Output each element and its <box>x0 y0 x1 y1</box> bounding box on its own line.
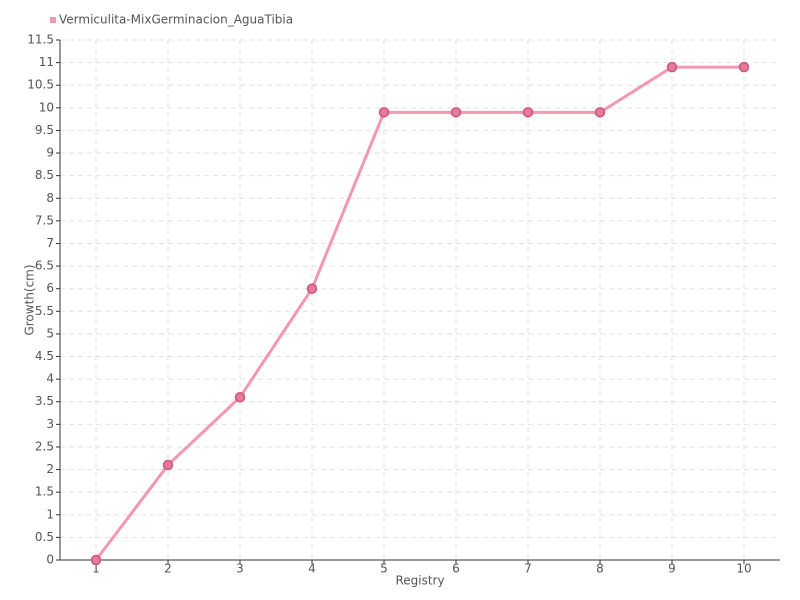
y-tick-label: 8 <box>46 191 54 205</box>
y-axis-label: Growth(cm) <box>23 264 37 335</box>
series-line <box>94 65 744 561</box>
y-tick-label: 4.5 <box>35 349 54 363</box>
x-tick-label: 1 <box>92 562 100 576</box>
data-point <box>666 61 678 73</box>
y-tick-label: 6 <box>46 281 54 295</box>
data-point <box>234 391 246 403</box>
data-point <box>90 554 102 566</box>
x-tick-label: 8 <box>596 562 604 576</box>
y-tick-label: 0 <box>46 553 54 567</box>
legend-swatch <box>50 17 56 23</box>
y-tick-label: 1 <box>46 507 54 521</box>
data-point <box>306 283 318 294</box>
y-tick-label: 10 <box>39 100 54 114</box>
x-tick-label: 5 <box>380 562 388 576</box>
x-tick-label: 2 <box>164 562 172 576</box>
y-tick-label: 3.5 <box>35 394 54 408</box>
x-axis-label: Registry <box>395 574 444 588</box>
y-tick-label: 5 <box>46 326 54 340</box>
y-tick-label: 7.5 <box>35 213 54 227</box>
data-point <box>738 61 750 73</box>
data-point <box>450 107 462 118</box>
y-tick-label: 3 <box>46 417 54 431</box>
data-point <box>162 459 174 471</box>
x-tick-label: 4 <box>308 562 316 576</box>
y-tick-label: 7 <box>46 236 54 250</box>
x-tick-label: 3 <box>236 562 244 576</box>
y-tick-label: 10.5 <box>27 78 54 92</box>
x-tick-label: 6 <box>452 562 460 576</box>
y-tick-label: 2.5 <box>35 439 54 453</box>
y-tick-label: 6.5 <box>35 259 54 273</box>
legend-label: Vermiculita-MixGerminacion_AguaTibia <box>59 13 293 27</box>
data-point <box>594 107 606 118</box>
y-tick-label: 8.5 <box>35 168 54 182</box>
y-tick-label: 4 <box>46 372 54 386</box>
x-tick-label: 10 <box>736 562 751 576</box>
y-tick-label: 5.5 <box>35 304 54 318</box>
x-tick-label: 9 <box>668 562 676 576</box>
y-tick-label: 2 <box>46 462 54 476</box>
y-tick-label: 11 <box>39 55 54 69</box>
y-tick-label: 9 <box>46 146 54 160</box>
data-point <box>522 107 534 118</box>
x-tick-label: 7 <box>524 562 532 576</box>
y-tick-label: 0.5 <box>35 530 54 544</box>
y-tick-label: 1.5 <box>35 485 54 499</box>
data-point <box>378 107 390 118</box>
y-tick-label: 11.5 <box>27 33 54 47</box>
y-tick-label: 9.5 <box>35 123 54 137</box>
